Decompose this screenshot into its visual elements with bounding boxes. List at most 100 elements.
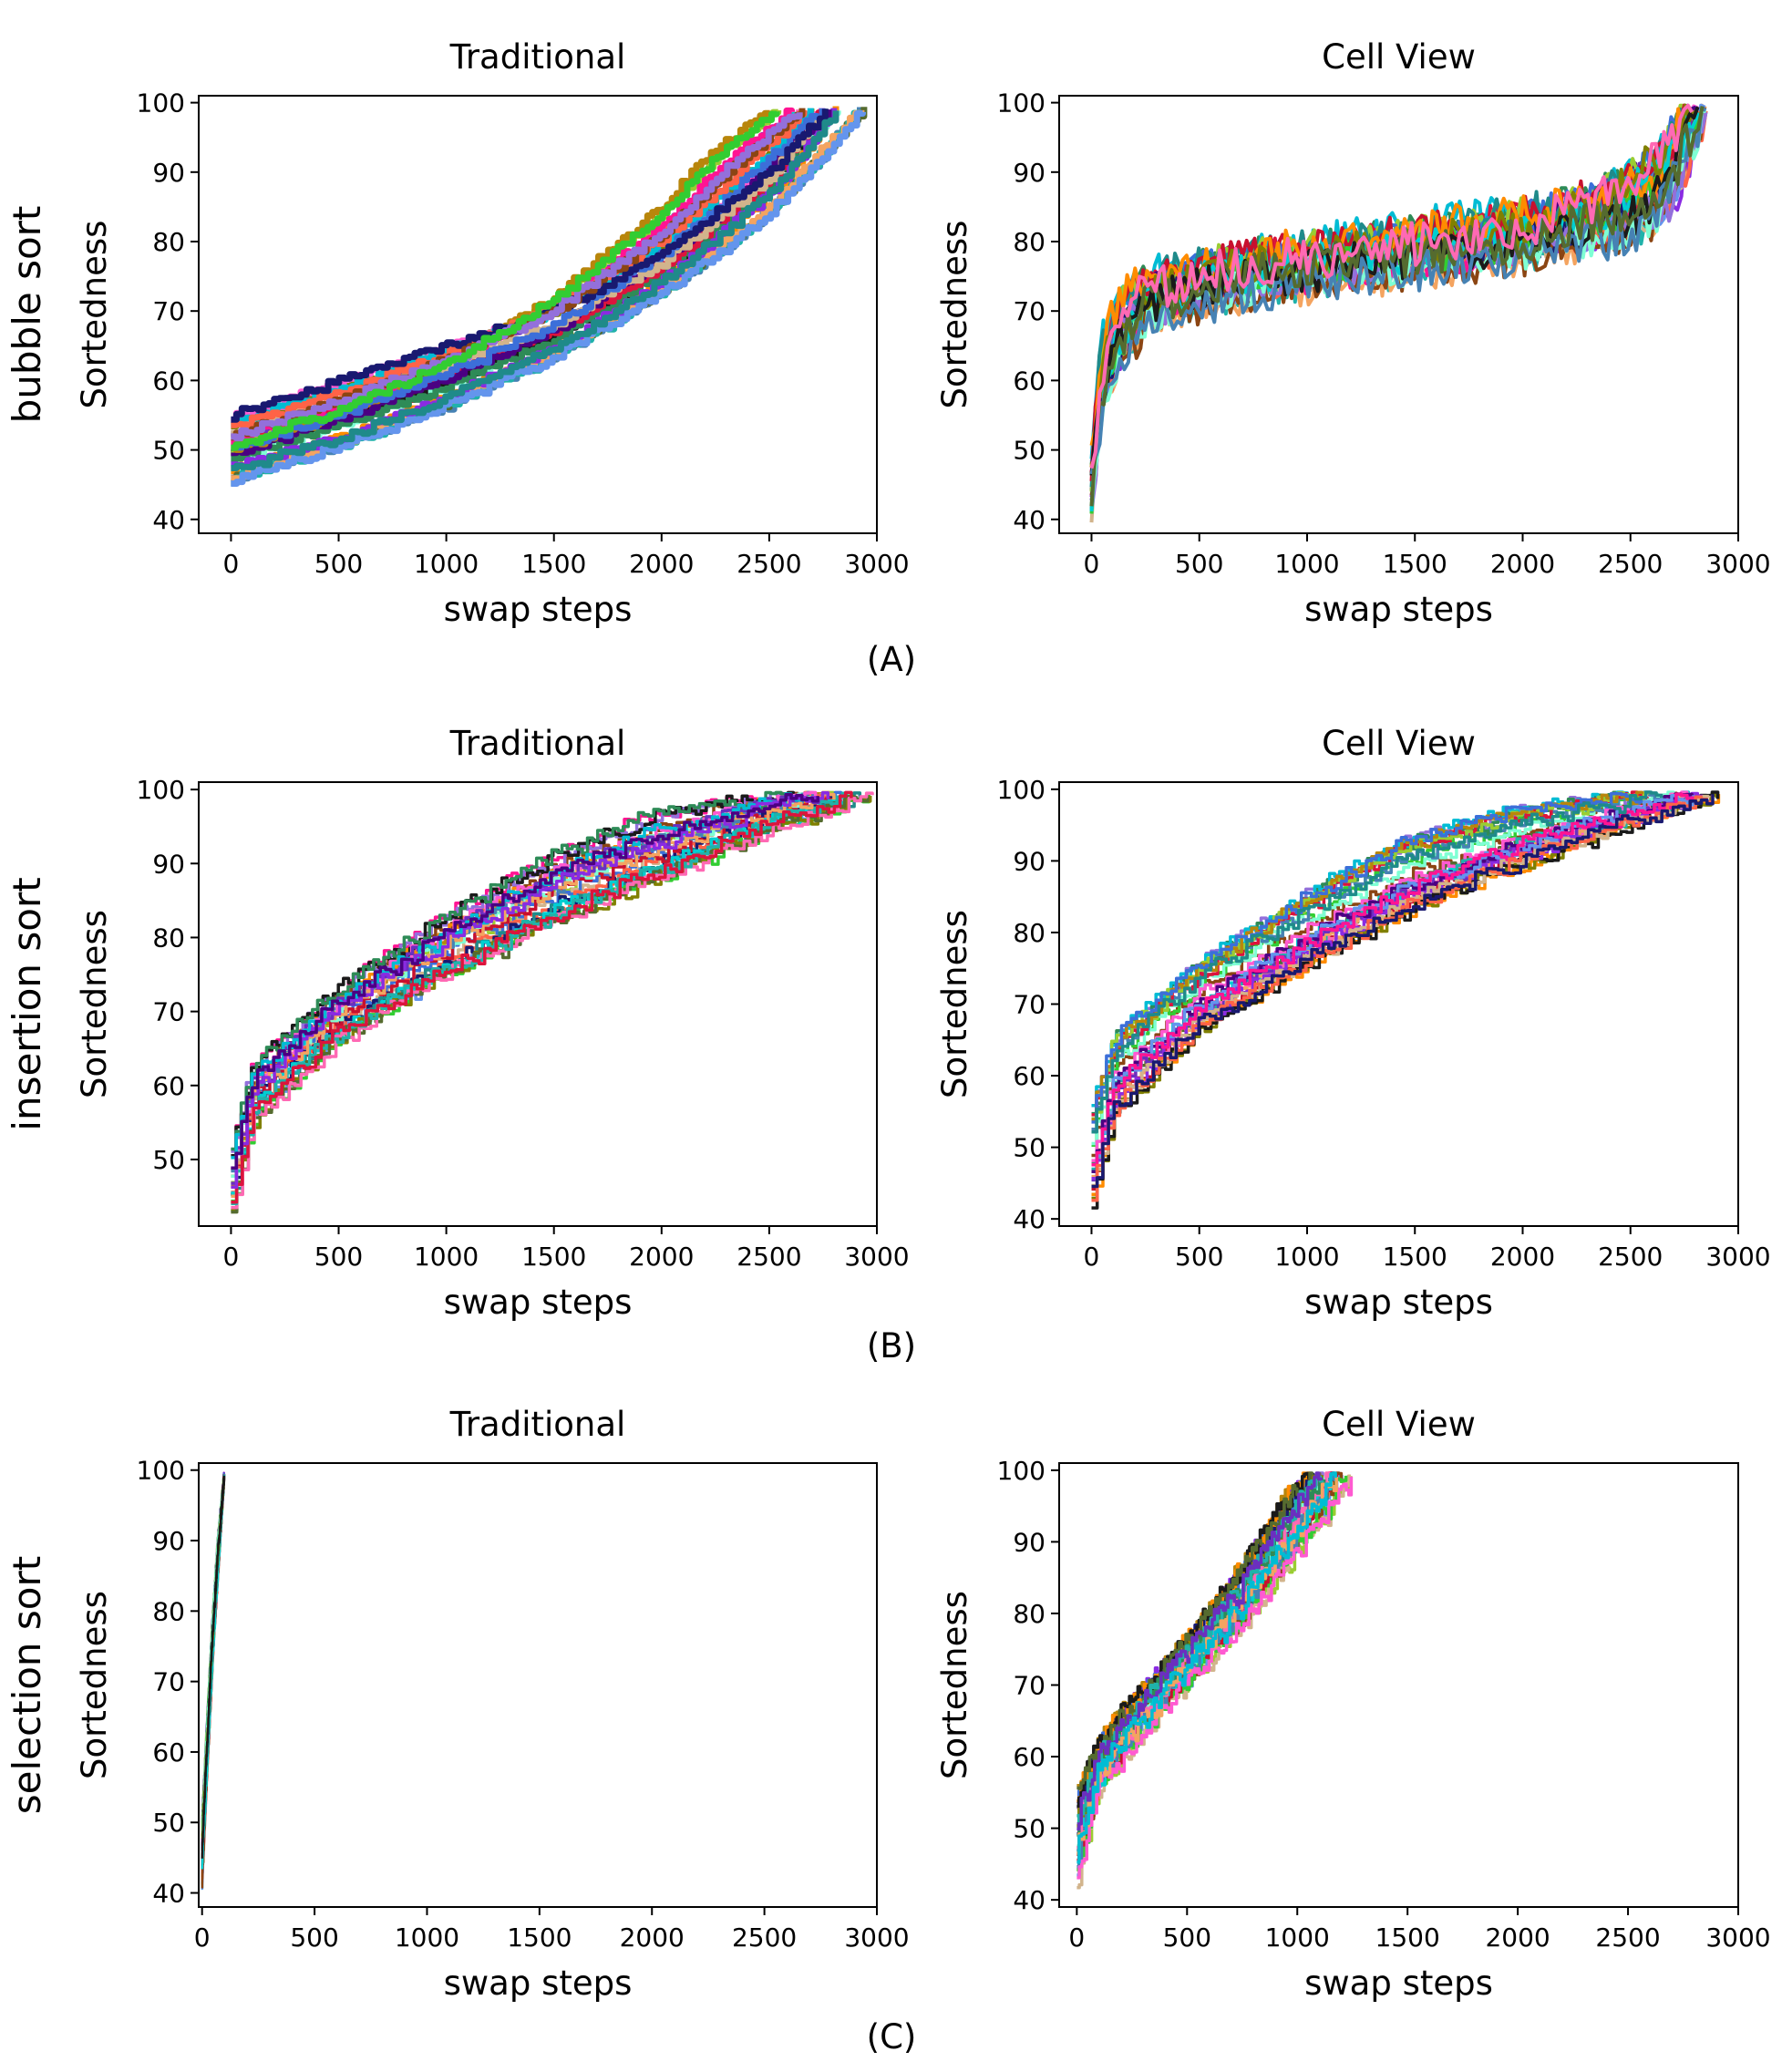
series-line [1091, 794, 1711, 1188]
y-tick-label: 70 [152, 296, 185, 326]
y-tick-label: 70 [152, 997, 185, 1027]
chart-selection-cell: 0 500 1000 1500 2000 2500 3000 40 50 60 70 80 90 100 C… [935, 1405, 1771, 2003]
row-label: bubble sort [5, 206, 49, 424]
x-tick-label: 2500 [1598, 1242, 1663, 1272]
series-line [231, 110, 780, 451]
x-axis-label: swap steps [444, 590, 633, 629]
x-tick-label: 3000 [844, 1242, 909, 1272]
y-tick-label: 50 [1013, 436, 1046, 466]
panel-label: (C) [867, 2017, 917, 2057]
x-tick-label: 1500 [521, 1242, 586, 1272]
chart-title: Cell View [1322, 37, 1476, 77]
y-tick-label: 90 [1013, 158, 1046, 188]
series-line [1091, 794, 1715, 1189]
x-tick-label: 1500 [521, 549, 586, 579]
series-line [201, 1475, 226, 1859]
y-tick-label: 80 [1013, 918, 1046, 948]
series-group [1089, 103, 1708, 523]
series-group [1076, 1471, 1354, 1890]
x-tick-label: 0 [194, 1923, 211, 1953]
y-axis-label: Sortedness [75, 221, 114, 409]
y-tick-label: 80 [1013, 227, 1046, 257]
y-tick-label: 40 [1013, 505, 1046, 535]
x-tick-label: 2000 [629, 1242, 694, 1272]
series-line [231, 110, 866, 487]
series-line [1091, 791, 1643, 1124]
series-line [231, 790, 830, 1190]
y-axis-label: Sortedness [75, 910, 114, 1098]
y-axis-label: Sortedness [935, 1591, 974, 1779]
series-line [231, 110, 839, 471]
x-tick-label: 2000 [620, 1923, 685, 1953]
chart-title: Traditional [449, 1405, 626, 1444]
y-tick-label: 40 [152, 505, 185, 535]
y-tick-label: 70 [1013, 1671, 1046, 1701]
y-tick-label: 80 [152, 227, 185, 257]
y-tick-label: 100 [997, 775, 1046, 805]
x-tick-label: 0 [1084, 549, 1100, 579]
series-group [1091, 790, 1721, 1210]
x-tick-label: 3000 [844, 549, 909, 579]
y-tick-label: 80 [152, 1596, 185, 1626]
series-line [231, 795, 848, 1195]
x-tick-label: 2500 [736, 1242, 801, 1272]
chart-insertion-traditional: 0 500 1000 1500 2000 2500 3000 50 60 70 80 90 100 Tra… [75, 724, 910, 1322]
y-tick-label: 60 [152, 1737, 185, 1768]
y-tick-label: 60 [1013, 1061, 1046, 1091]
x-axis-label: swap steps [1304, 590, 1493, 629]
figure-labels: bubble sort insertion sort selection sort (… [5, 206, 916, 2057]
chart-bubble-traditional: 0 500 1000 1500 2000 2500 3000 40 50 60 70 80 90 100 T… [75, 37, 910, 629]
chart-title: Traditional [449, 724, 626, 763]
x-tick-label: 500 [290, 1923, 338, 1953]
series-line [1091, 790, 1664, 1134]
chart-title: Cell View [1322, 1405, 1476, 1444]
y-tick-label: 100 [997, 88, 1046, 119]
x-axis-label: swap steps [1304, 1283, 1493, 1322]
series-line [231, 790, 793, 1151]
x-tick-label: 500 [314, 1242, 363, 1272]
series-line [1076, 1471, 1337, 1864]
y-axis-label: Sortedness [75, 1591, 114, 1779]
row-label: selection sort [5, 1556, 49, 1814]
chart-title: Cell View [1322, 724, 1476, 763]
y-tick-label: 100 [137, 775, 185, 805]
y-tick-label: 60 [1013, 366, 1046, 396]
y-tick-label: 100 [137, 1456, 185, 1486]
x-tick-label: 0 [223, 549, 240, 579]
x-tick-label: 2500 [732, 1923, 797, 1953]
y-tick-label: 90 [152, 158, 185, 188]
chart-insertion-cell: 0 500 1000 1500 2000 2500 3000 40 50 60 70 80 90 100 C… [935, 724, 1771, 1322]
x-tick-label: 1000 [414, 549, 479, 579]
y-tick-label: 60 [152, 366, 185, 396]
x-tick-label: 2000 [629, 549, 694, 579]
series-line [231, 790, 853, 1204]
y-tick-label: 50 [152, 1145, 185, 1175]
series-line [1076, 1471, 1323, 1831]
x-axis-label: swap steps [444, 1964, 633, 2003]
row-label: insertion sort [5, 877, 49, 1130]
x-tick-label: 500 [314, 549, 363, 579]
chart-selection-traditional: 0 500 1000 1500 2000 2500 3000 40 50 60 70 80 90 100 T… [75, 1405, 910, 2003]
x-tick-label: 1000 [1265, 1923, 1330, 1953]
y-tick-label: 90 [152, 849, 185, 879]
y-tick-label: 50 [1013, 1814, 1046, 1844]
y-tick-label: 80 [1013, 1599, 1046, 1629]
series-line [1089, 107, 1707, 475]
panel-label: (B) [867, 1326, 916, 1366]
y-tick-label: 100 [997, 1456, 1046, 1486]
y-tick-label: 50 [152, 1808, 185, 1838]
y-tick-label: 90 [1013, 1527, 1046, 1557]
panel-label: (A) [867, 640, 916, 679]
x-axis-label: swap steps [1304, 1964, 1493, 2003]
x-tick-label: 1500 [1375, 1923, 1440, 1953]
y-tick-label: 70 [152, 1667, 185, 1697]
x-tick-label: 0 [223, 1242, 240, 1272]
series-line [231, 792, 817, 1178]
series-line [231, 794, 820, 1185]
x-tick-label: 2000 [1490, 549, 1555, 579]
x-tick-label: 2000 [1490, 1242, 1555, 1272]
x-tick-label: 2500 [1598, 549, 1663, 579]
series-line [1089, 103, 1694, 469]
y-tick-label: 70 [1013, 990, 1046, 1020]
